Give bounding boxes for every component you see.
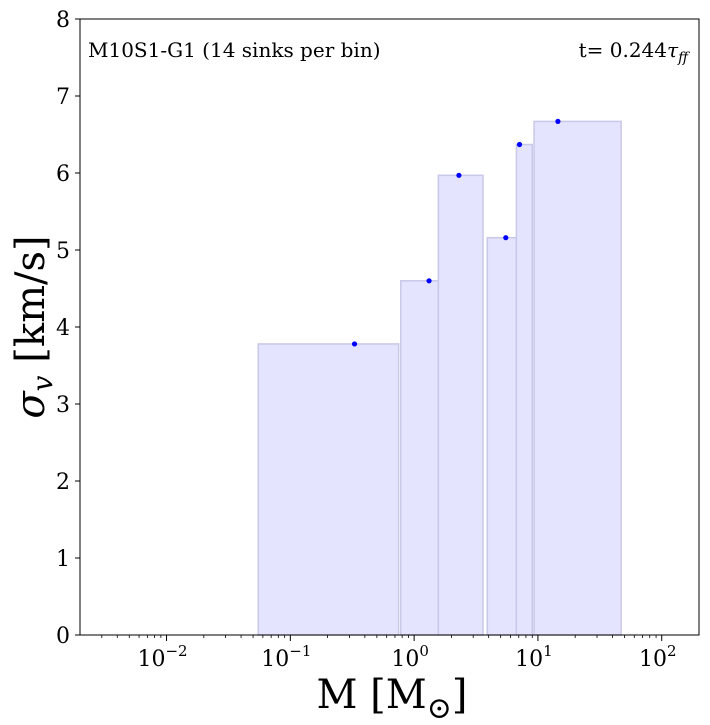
histogram-bar-3	[438, 175, 483, 635]
time-annotation: t= 0.244τff	[579, 38, 691, 66]
histogram-bar-2	[401, 281, 439, 635]
time-annotation-subscript: ff	[677, 50, 690, 66]
x-tick-label-1: 10−2	[137, 642, 187, 672]
y-tick-label-6: 6	[56, 162, 70, 187]
y-axis-title-unit: [km/s]	[8, 235, 54, 375]
x-tick-label-exponent: −1	[289, 642, 311, 660]
x-axis-title-main: M [M	[317, 672, 427, 718]
y-tick-label-8: 8	[56, 8, 70, 33]
y-axis-title: σv [km/s]	[8, 235, 59, 418]
data-point-3	[456, 173, 461, 178]
data-point-4	[503, 235, 508, 240]
y-axis-title-subscript: v	[26, 375, 59, 391]
time-annotation-prefix: t= 0.244	[579, 38, 667, 62]
x-tick-label-base: 10	[515, 647, 543, 672]
x-axis-title-end: ]	[452, 672, 468, 718]
data-point-6	[555, 119, 560, 124]
x-tick-label-base: 10	[137, 647, 165, 672]
x-tick-label-exponent: −2	[165, 642, 187, 660]
data-point-1	[352, 341, 357, 346]
y-tick-label-5: 5	[56, 239, 70, 264]
y-tick-label-3: 3	[56, 393, 70, 418]
x-tick-label-5: 102	[639, 642, 677, 672]
bin-annotation: M10S1-G1 (14 sinks per bin)	[88, 38, 381, 62]
y-axis-title-symbol: σ	[8, 390, 54, 419]
bars-layer	[258, 121, 621, 635]
data-point-5	[517, 142, 522, 147]
data-point-2	[426, 278, 431, 283]
x-tick-label-exponent: 2	[667, 642, 677, 660]
x-tick-label-2: 10−1	[261, 642, 311, 672]
x-tick-label-base: 10	[261, 647, 289, 672]
y-tick-label-1: 1	[56, 547, 70, 572]
y-tick-label-2: 2	[56, 470, 70, 495]
x-tick-label-4: 101	[515, 642, 553, 672]
histogram-bar-5	[516, 145, 532, 635]
x-tick-label-exponent: 0	[419, 642, 429, 660]
x-axis-title-sub: ⊙	[427, 691, 452, 725]
histogram-bar-4	[487, 238, 516, 635]
y-tick-label-7: 7	[56, 85, 70, 110]
x-tick-label-3: 100	[391, 642, 429, 672]
histogram-bar-1	[258, 344, 398, 635]
x-tick-label-base: 10	[639, 647, 667, 672]
chart-canvas: 01234567810−2 10−1 100 101 102 M10S1-G1 (14 …	[0, 0, 710, 725]
y-tick-label-0: 0	[56, 624, 70, 649]
histogram-bar-6	[534, 121, 621, 635]
y-tick-label-4: 4	[56, 316, 70, 341]
x-axis-title: M [M⊙]	[317, 672, 468, 725]
x-tick-label-exponent: 1	[543, 642, 553, 660]
x-tick-label-base: 10	[391, 647, 419, 672]
